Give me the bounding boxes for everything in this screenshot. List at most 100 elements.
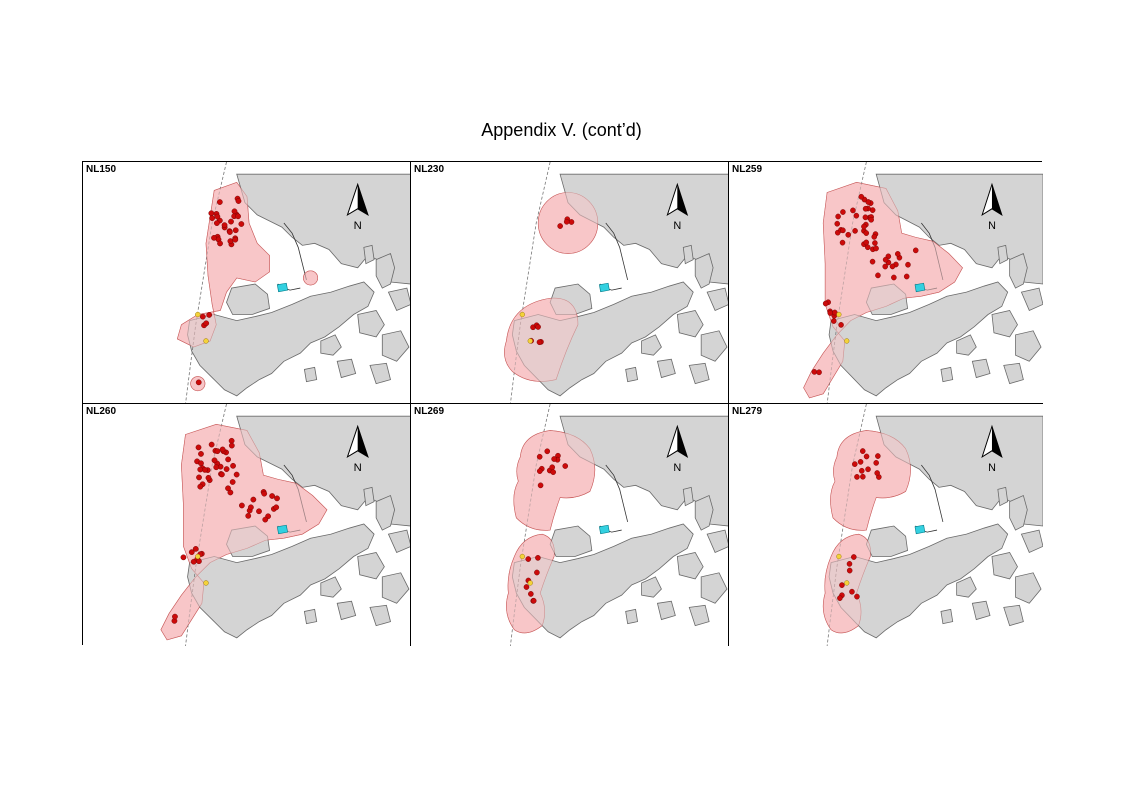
map-canvas: N <box>176 162 410 403</box>
landmass <box>682 244 694 265</box>
land-layer <box>511 173 728 397</box>
panel-label: NL260 <box>86 406 117 417</box>
sighting-dot-alt <box>195 311 201 318</box>
sighting-dot <box>839 582 845 588</box>
sighting-dot <box>211 457 218 464</box>
sighting-dot <box>269 493 275 499</box>
sighting-dot <box>262 516 269 523</box>
landmass <box>1015 330 1042 362</box>
landmass <box>682 486 694 507</box>
landmass <box>694 494 714 531</box>
landmass <box>387 529 410 553</box>
sighting-dot <box>835 213 841 220</box>
landmass <box>387 287 410 311</box>
map-panel-nl260: NL260 N <box>83 404 411 646</box>
landmass <box>363 244 375 265</box>
sighting-dot <box>188 549 195 555</box>
map-canvas: N <box>506 404 728 646</box>
landmass <box>625 366 639 383</box>
map-canvas: N <box>504 162 728 403</box>
sighting-dot <box>225 485 231 492</box>
sighting-dot <box>550 469 556 475</box>
sighting-dot <box>525 556 532 562</box>
sighting-dot <box>228 437 235 444</box>
sighting-dot <box>839 239 846 246</box>
landmass <box>940 608 954 625</box>
home-range-polygon <box>513 430 596 531</box>
sighting-dot <box>227 229 233 235</box>
sighting-dot <box>875 453 881 459</box>
landmass <box>549 525 593 557</box>
north-arrow-icon: N <box>666 424 689 474</box>
facility-marker <box>599 524 610 535</box>
sighting-dot <box>536 339 543 346</box>
map-canvas: N <box>822 404 1043 646</box>
sighting-dot <box>863 453 870 460</box>
landmass <box>226 283 271 315</box>
sighting-dot <box>882 263 888 270</box>
sighting-dot <box>846 560 853 567</box>
sighting-dot <box>209 215 216 221</box>
landmass <box>1020 529 1043 553</box>
north-arrow-icon: N <box>981 182 1003 232</box>
facility-marker <box>914 524 926 535</box>
landmass <box>656 358 676 379</box>
sighting-dot <box>551 456 557 462</box>
map-panel-nl230: NL230 N <box>411 162 729 404</box>
sighting-dot <box>549 464 555 471</box>
landmass <box>940 366 954 383</box>
sighting-layer <box>811 193 926 376</box>
sighting-dot <box>862 214 869 221</box>
sighting-dot <box>229 479 236 485</box>
landmass <box>1009 252 1028 289</box>
boundary-line <box>510 162 551 403</box>
sighting-dot <box>854 474 860 480</box>
land-layer <box>187 173 410 397</box>
sighting-dot <box>854 593 860 600</box>
sighting-dot <box>874 470 880 476</box>
landmass <box>1015 572 1042 604</box>
sighting-dot <box>816 369 822 376</box>
sighting-dot <box>822 300 829 307</box>
sighting-layer <box>195 195 288 386</box>
sighting-dot <box>851 554 857 560</box>
panel-label: NL259 <box>732 164 763 175</box>
landmass <box>641 334 662 356</box>
north-arrow-label: N <box>988 220 996 232</box>
sighting-dot <box>530 597 537 604</box>
landmass <box>991 309 1018 338</box>
sighting-dot <box>557 223 563 229</box>
sighting-dot-alt <box>203 580 209 586</box>
landmass <box>676 309 704 338</box>
sighting-dot <box>172 613 178 620</box>
sighting-dot-alt <box>519 311 525 318</box>
sighting-dot <box>863 239 870 246</box>
landmass <box>971 600 991 621</box>
sighting-dot <box>873 460 879 466</box>
coast-channel <box>605 464 629 523</box>
landmass <box>336 358 357 379</box>
north-arrow-icon: N <box>666 182 689 232</box>
sighting-dot <box>852 227 858 234</box>
sighting-dot <box>853 212 860 219</box>
landmass <box>997 486 1009 507</box>
panel-label: NL150 <box>86 164 117 175</box>
map-panel-nl279: NL279 N <box>729 404 1043 646</box>
sighting-dot <box>261 490 268 497</box>
facility-marker <box>599 282 610 293</box>
sighting-dot <box>889 263 896 270</box>
sighting-dot-alt <box>519 553 525 560</box>
landmass <box>369 362 391 385</box>
landmass <box>688 604 710 627</box>
landmass <box>381 572 410 604</box>
sighting-dot <box>837 595 843 601</box>
range-layer <box>803 182 963 399</box>
landmass <box>357 309 385 338</box>
sighting-dot <box>195 379 202 386</box>
panel-label: NL269 <box>414 406 445 417</box>
sighting-dot <box>238 221 245 227</box>
sighting-dot <box>235 198 242 204</box>
home-range-polygon <box>160 424 328 641</box>
home-range-polygon <box>303 270 319 286</box>
sighting-dot <box>859 448 866 454</box>
